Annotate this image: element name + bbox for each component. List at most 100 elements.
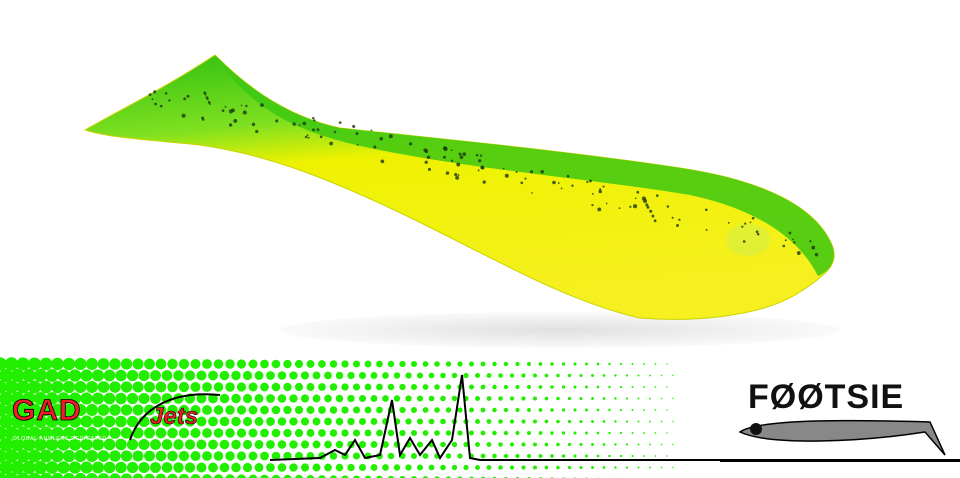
halftone-dot — [486, 373, 492, 378]
speckle — [450, 149, 453, 152]
halftone-dot — [457, 361, 463, 367]
halftone-dot — [585, 454, 588, 458]
halftone-dot — [80, 392, 93, 405]
speckle — [408, 142, 413, 146]
speckle — [298, 124, 301, 127]
halftone-dot — [335, 417, 344, 426]
halftone-dot — [596, 385, 600, 389]
halftone-dot — [619, 408, 623, 412]
speckle — [666, 205, 670, 208]
halftone-dot — [527, 408, 531, 412]
halftone-dot — [376, 406, 383, 414]
halftone-dot — [0, 368, 13, 383]
halftone-dot — [16, 403, 30, 417]
speckle — [651, 214, 655, 218]
halftone-dot — [45, 461, 59, 474]
halftone-dot — [324, 463, 332, 472]
halftone-dot — [294, 428, 304, 438]
halftone-dot — [260, 428, 269, 438]
halftone-dot — [120, 381, 133, 393]
halftone-dot — [248, 359, 258, 369]
speckle — [352, 124, 356, 129]
halftone-dot — [347, 371, 355, 380]
halftone-dot — [10, 414, 25, 429]
halftone-dot — [318, 429, 326, 437]
speckle — [814, 252, 819, 257]
halftone-dot — [306, 406, 315, 414]
halftone-dot — [300, 394, 310, 403]
halftone-dot — [503, 361, 509, 367]
halftone-dot — [45, 392, 59, 405]
speckle — [424, 149, 429, 154]
halftone-dot — [410, 406, 418, 414]
speckle — [478, 159, 482, 163]
halftone-dot — [45, 415, 59, 428]
halftone-dot — [591, 443, 594, 446]
speckle — [462, 152, 467, 156]
halftone-dot — [39, 426, 53, 440]
halftone-dot — [509, 442, 515, 447]
halftone-dot — [306, 429, 315, 437]
halftone-dot — [283, 405, 292, 415]
halftone-dot — [178, 404, 190, 416]
speckle — [204, 93, 207, 96]
halftone-dot — [92, 461, 104, 474]
speckle — [477, 169, 480, 172]
halftone-dot — [654, 386, 657, 388]
halftone-dot — [527, 431, 531, 435]
halftone-dot — [416, 441, 424, 448]
halftone-dot — [254, 394, 264, 403]
halftone-dot — [463, 464, 469, 471]
halftone-dot — [672, 374, 674, 377]
halftone-dot — [254, 371, 264, 380]
halftone-dot — [126, 369, 139, 382]
speckle — [812, 247, 815, 250]
halftone-dot — [672, 397, 674, 400]
halftone-dot — [0, 472, 7, 478]
halftone-dot — [335, 463, 344, 472]
halftone-dot — [242, 393, 253, 404]
halftone-dot — [22, 460, 36, 475]
halftone-dot — [399, 383, 406, 391]
speckle — [645, 203, 649, 207]
halftone-dot — [440, 418, 446, 425]
halftone-dot — [34, 461, 47, 474]
halftone-dot — [567, 465, 572, 470]
halftone-dot — [329, 429, 338, 437]
halftone-dot — [161, 416, 173, 427]
halftone-dot — [475, 442, 480, 447]
halftone-dot — [97, 381, 110, 393]
speckle — [168, 99, 171, 102]
halftone-dot — [538, 454, 543, 458]
halftone-dot — [573, 385, 577, 389]
halftone-dot — [213, 474, 224, 478]
halftone-dot — [608, 431, 611, 435]
halftone-dot — [242, 416, 253, 427]
halftone-dot — [573, 408, 577, 412]
halftone-dot — [428, 464, 435, 471]
halftone-dot — [312, 394, 321, 403]
halftone-dot — [208, 416, 218, 427]
halftone-dot — [364, 429, 372, 437]
halftone-dot — [219, 439, 230, 450]
halftone-dot — [260, 359, 269, 369]
halftone-dot — [277, 440, 287, 449]
halftone-dot — [457, 430, 463, 436]
halftone-dot — [51, 357, 64, 371]
halftone-dot — [411, 475, 417, 478]
halftone-dot — [637, 420, 640, 423]
halftone-dot — [347, 463, 355, 472]
halftone-dot — [115, 438, 127, 451]
halftone-dot — [68, 369, 82, 382]
halftone-dot — [631, 408, 634, 412]
halftone-dot — [579, 396, 583, 401]
halftone-dot — [318, 360, 326, 368]
halftone-dot — [556, 465, 560, 470]
halftone-dot — [596, 362, 600, 366]
halftone-dot — [208, 462, 218, 473]
speckle — [380, 159, 385, 164]
halftone-dot — [161, 370, 173, 381]
halftone-dot — [150, 393, 161, 404]
halftone-dot — [596, 454, 600, 458]
speckle — [388, 134, 393, 139]
